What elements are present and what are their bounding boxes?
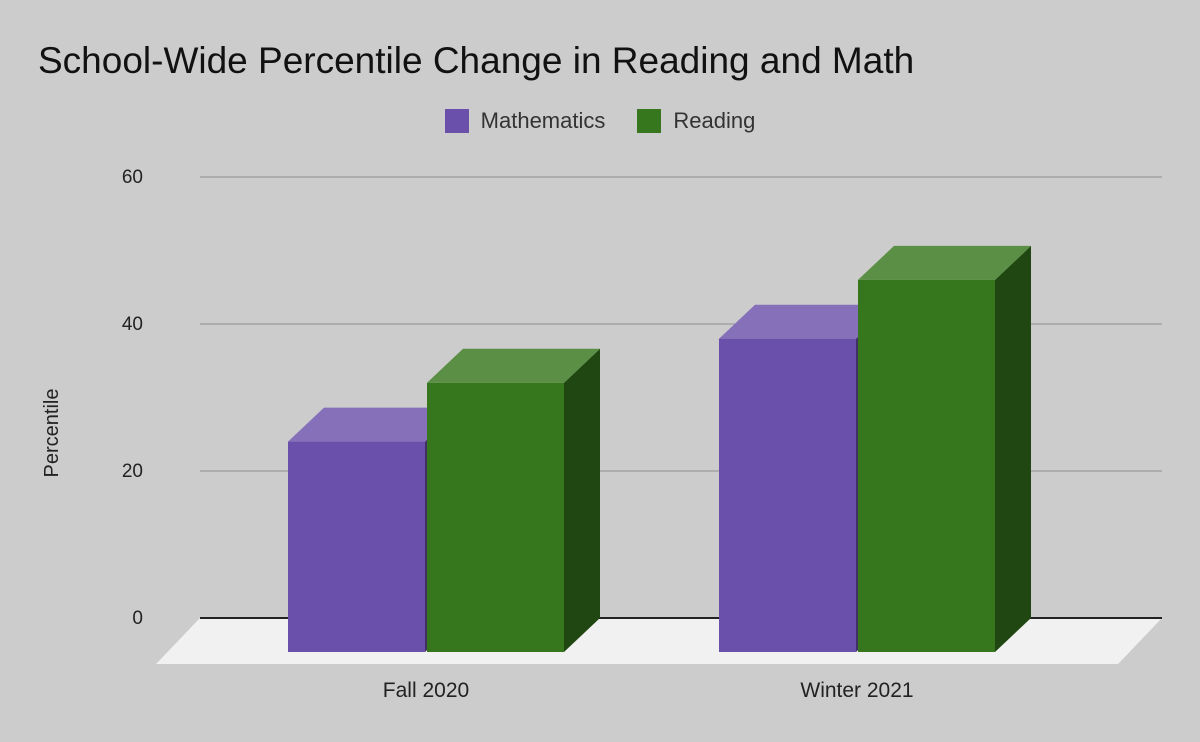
bar-mathematics [719,338,856,652]
bar-top-mathematics [288,407,461,442]
bar-side-reading [564,348,600,652]
legend-item-reading[interactable]: Reading [637,108,755,134]
x-tick-label: Fall 2020 [383,679,469,702]
bar-top-reading [427,348,600,383]
legend-item-mathematics[interactable]: Mathematics [444,108,606,134]
y-tick-label: 60 [122,167,143,188]
y-tick-label: 20 [122,461,143,482]
bar-top-mathematics [719,304,892,339]
legend-swatch-mathematics [444,109,469,133]
bar-top-reading [858,245,1031,280]
legend-label-mathematics: Mathematics [480,108,606,133]
legend: Mathematics Reading [0,108,1200,134]
y-axis-label: Percentile [41,389,63,478]
bar-side-reading [995,245,1031,652]
y-tick-label: 40 [122,314,143,335]
bar-reading [858,279,995,652]
chart-title: School-Wide Percentile Change in Reading… [38,40,915,81]
y-tick-label: 0 [132,608,143,629]
bar-mathematics [288,441,425,652]
bar-reading [427,382,564,652]
legend-label-reading: Reading [673,108,756,133]
x-tick-label: Winter 2021 [800,679,913,702]
legend-swatch-reading [637,109,662,133]
